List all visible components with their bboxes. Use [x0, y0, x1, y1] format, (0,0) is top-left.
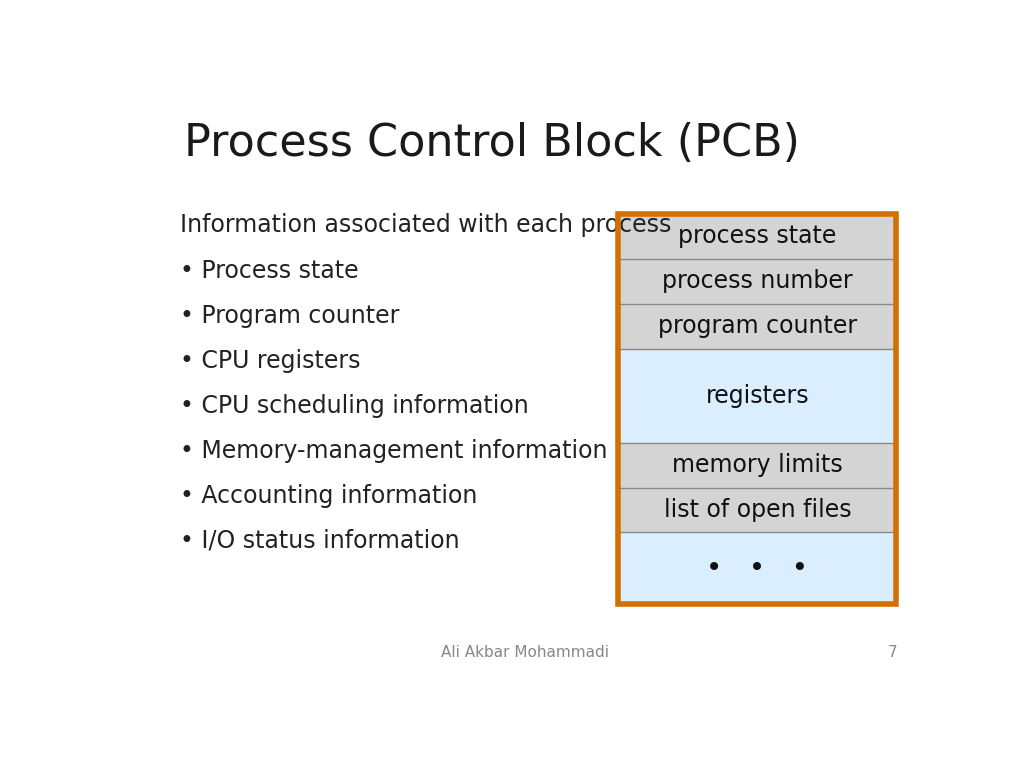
Bar: [618, 214, 896, 604]
Bar: [618, 214, 896, 259]
Text: registers: registers: [706, 384, 809, 408]
Text: memory limits: memory limits: [672, 453, 843, 477]
Text: list of open files: list of open files: [664, 498, 851, 522]
Text: • Memory-management information: • Memory-management information: [179, 439, 607, 462]
Bar: [618, 488, 896, 532]
Text: • CPU registers: • CPU registers: [179, 349, 360, 372]
Text: Ali Akbar Mohammadi: Ali Akbar Mohammadi: [440, 645, 609, 660]
Bar: [618, 259, 896, 303]
Text: • Accounting information: • Accounting information: [179, 484, 477, 508]
Text: • I/O status information: • I/O status information: [179, 528, 459, 553]
Text: process state: process state: [678, 224, 837, 248]
Text: program counter: program counter: [657, 314, 857, 338]
Text: •   •   •: • • •: [707, 554, 808, 582]
Bar: [618, 349, 896, 443]
Text: 7: 7: [888, 645, 898, 660]
Text: Information associated with each process: Information associated with each process: [179, 214, 671, 237]
Bar: [618, 532, 896, 604]
Text: process number: process number: [662, 270, 853, 293]
Text: Process Control Block (PCB): Process Control Block (PCB): [183, 121, 800, 164]
Text: • CPU scheduling information: • CPU scheduling information: [179, 394, 528, 418]
Bar: [618, 443, 896, 488]
Bar: [618, 214, 896, 604]
Bar: [618, 303, 896, 349]
Text: • Program counter: • Program counter: [179, 304, 399, 328]
Text: • Process state: • Process state: [179, 259, 358, 283]
